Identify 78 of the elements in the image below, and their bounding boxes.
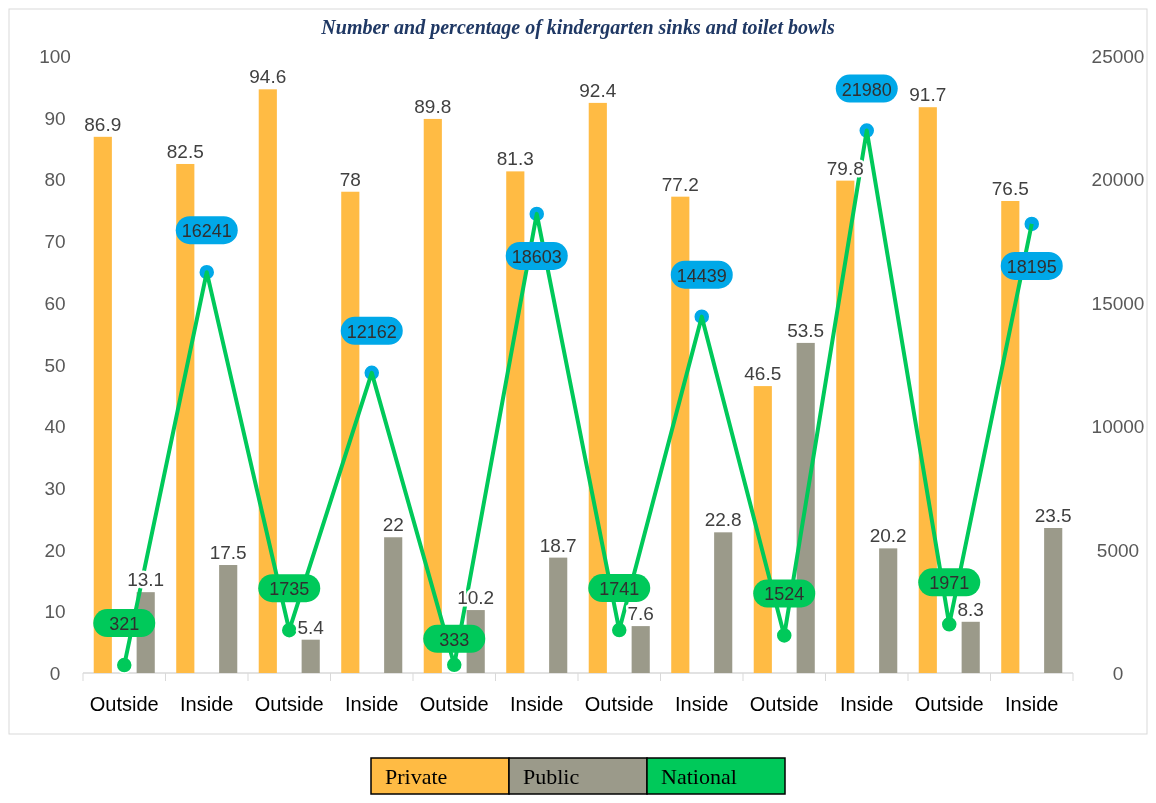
x-tick-label: Inside — [840, 693, 894, 715]
x-tick-label: Outside — [914, 693, 984, 715]
x-tick-label: Outside — [89, 693, 159, 715]
x-tick-label: Inside — [1005, 693, 1059, 715]
y-tick-label: 50 — [44, 354, 66, 376]
bar — [631, 626, 650, 673]
y-tick-label: 40 — [44, 416, 66, 438]
y-tick-label: 10 — [44, 601, 66, 623]
bar — [549, 557, 568, 673]
data-label: 8.3 — [957, 598, 984, 620]
data-label: 321 — [109, 614, 140, 635]
data-label: 94.6 — [249, 66, 287, 88]
y-tick-label: 30 — [44, 477, 66, 499]
data-label: 18195 — [1006, 256, 1057, 277]
bar — [1044, 528, 1063, 673]
bar — [384, 537, 403, 673]
data-label: 89.8 — [414, 95, 452, 117]
y-tick-label: 60 — [44, 292, 66, 314]
data-label: 22 — [382, 514, 404, 536]
data-label: 86.9 — [84, 113, 122, 135]
data-label: 20.2 — [869, 525, 907, 547]
text: Private — [385, 764, 448, 789]
bar — [836, 180, 855, 673]
bar — [301, 639, 320, 673]
data-label: 17.5 — [209, 542, 247, 564]
y-tick-label: 20 — [44, 539, 66, 561]
x-tick-label: Outside — [584, 693, 654, 715]
y2-tick-label: 20000 — [1091, 169, 1145, 191]
y-tick-label: 0 — [49, 663, 61, 684]
data-label: 22.8 — [704, 509, 742, 531]
data-label: 18.7 — [539, 534, 577, 556]
y2-tick-label: 15000 — [1091, 292, 1145, 314]
data-label: 333 — [439, 629, 470, 650]
data-label: 5.4 — [297, 616, 325, 638]
x-tick-label: Inside — [675, 693, 729, 715]
x-tick-label: Outside — [749, 693, 819, 715]
data-label: 76.5 — [991, 177, 1029, 199]
x-tick-label: Outside — [254, 693, 324, 715]
data-label: 21980 — [841, 79, 892, 100]
data-label: 14439 — [676, 265, 727, 286]
y-tick-label: 80 — [44, 169, 66, 191]
y-tick-label: 70 — [44, 231, 66, 253]
data-label: 7.6 — [627, 603, 654, 625]
data-label: 1735 — [269, 579, 310, 600]
text: National — [661, 764, 737, 789]
data-label: 46.5 — [744, 363, 782, 385]
data-label: 78 — [339, 168, 361, 190]
bar — [714, 532, 733, 673]
data-label: 1524 — [764, 584, 805, 605]
data-label: 1741 — [599, 579, 640, 600]
data-label: 1971 — [929, 573, 970, 594]
bar — [219, 565, 238, 673]
y-tick-label: 90 — [44, 107, 66, 129]
x-tick-label: Inside — [180, 693, 234, 715]
bar — [423, 118, 442, 673]
data-label: 91.7 — [909, 84, 947, 106]
data-label: 12162 — [346, 321, 397, 342]
data-label: 81.3 — [496, 148, 534, 170]
bar — [961, 621, 980, 673]
data-label: 82.5 — [166, 140, 204, 162]
y-tick-label: 100 — [39, 46, 71, 67]
bar — [93, 136, 112, 673]
text: Public — [523, 764, 580, 789]
bar — [879, 548, 898, 673]
data-label: 92.4 — [579, 79, 617, 101]
y2-tick-label: 25000 — [1091, 46, 1145, 67]
data-label: 53.5 — [787, 319, 825, 341]
chart-title: Number and percentage of kindergarten sinks and toilet bowls — [320, 16, 835, 39]
x-tick-label: Inside — [345, 693, 399, 715]
data-label: 23.5 — [1034, 505, 1072, 527]
data-label: 16241 — [181, 221, 232, 242]
y2-tick-label: 5000 — [1096, 539, 1140, 561]
x-tick-label: Inside — [510, 693, 564, 715]
x-tick-label: Outside — [419, 693, 489, 715]
data-label: 77.2 — [661, 173, 699, 195]
y2-tick-label: 0 — [1112, 663, 1124, 684]
data-label: 18603 — [511, 246, 562, 267]
y2-tick-label: 10000 — [1091, 416, 1145, 438]
